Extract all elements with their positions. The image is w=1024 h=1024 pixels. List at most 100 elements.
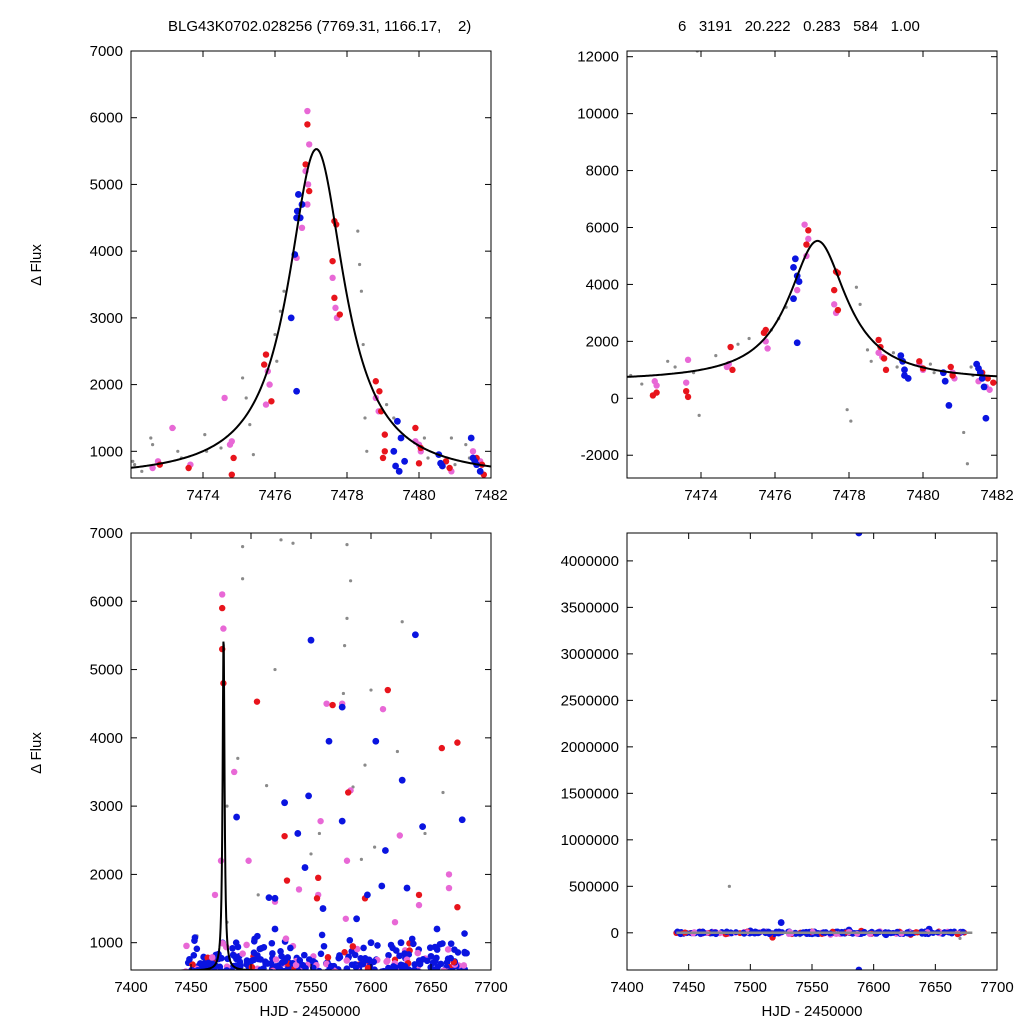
- data-point-red: [281, 832, 288, 840]
- y-tick-label: 0: [611, 925, 619, 942]
- data-point-blue: [232, 939, 240, 946]
- x-tick-label: 7700: [980, 979, 1013, 996]
- data-point-pink: [683, 379, 690, 386]
- data-point-red: [341, 949, 348, 956]
- x-tick-label: 7650: [414, 979, 447, 996]
- points-top-right: [629, 51, 997, 466]
- data-point-blue: [204, 959, 212, 967]
- data-point-red: [947, 363, 954, 371]
- data-point-blue: [223, 968, 230, 970]
- data-point-blue: [791, 255, 799, 263]
- data-point-pink: [219, 939, 226, 947]
- data-point-blue: [346, 936, 354, 944]
- data-point-blue: [374, 942, 381, 949]
- data-point-grey: [140, 469, 144, 473]
- data-point-grey: [895, 365, 899, 369]
- data-point-pink: [317, 817, 324, 825]
- data-point-blue: [193, 945, 201, 953]
- x-tick-label: 7400: [114, 979, 147, 996]
- data-point-blue: [229, 945, 236, 952]
- y-tick-label: 2000: [586, 333, 619, 350]
- y-tick-label: 2500000: [561, 692, 619, 709]
- data-point-blue: [278, 952, 285, 960]
- x-tick-label: 7474: [684, 487, 717, 504]
- y-tick-label: 2000: [90, 866, 123, 883]
- data-point-blue: [790, 295, 797, 303]
- data-point-blue: [360, 944, 367, 952]
- data-point-blue: [427, 952, 435, 960]
- data-point-red: [219, 604, 226, 612]
- y-tick-label: 4000000: [561, 553, 619, 570]
- data-point-blue: [301, 951, 308, 959]
- data-point-blue: [795, 278, 803, 285]
- x-tick-label: 7482: [474, 487, 507, 504]
- x-tick-label: 7600: [857, 979, 890, 996]
- data-point-grey: [865, 348, 870, 352]
- data-point-blue: [855, 533, 863, 537]
- x-tick-label: 7550: [795, 979, 828, 996]
- y-tick-label: 1000000: [561, 832, 619, 849]
- data-point-blue: [980, 383, 988, 391]
- data-point-grey: [965, 462, 970, 466]
- data-point-pink: [266, 381, 273, 388]
- data-point-blue: [265, 894, 273, 902]
- data-point-blue: [363, 956, 371, 964]
- data-point-blue: [904, 374, 912, 382]
- data-point-red: [262, 351, 270, 358]
- data-point-grey: [149, 436, 153, 440]
- data-point-grey: [969, 365, 973, 369]
- data-point-blue: [389, 966, 396, 970]
- data-point-red: [324, 954, 332, 961]
- data-point-grey: [365, 449, 369, 453]
- data-point-pink: [794, 286, 801, 294]
- data-point-blue: [458, 816, 466, 824]
- panel-bottom-right: 7400 7450 7500 7550 7600 7650 7700 0 500000 10000…: [561, 532, 1014, 996]
- x-tick-label: 7550: [294, 979, 327, 996]
- dense-band: [673, 928, 973, 938]
- data-point-grey: [241, 545, 245, 549]
- x-tick-label: 7400: [610, 979, 643, 996]
- y-tick-label: 6000: [586, 219, 619, 236]
- data-point-blue: [436, 940, 444, 948]
- data-point-blue: [281, 799, 288, 807]
- data-point-blue: [392, 947, 400, 954]
- data-point-pink: [226, 441, 234, 448]
- plot-frame: [626, 50, 998, 479]
- data-point-red: [882, 366, 890, 374]
- data-point-blue: [310, 964, 317, 970]
- data-point-grey: [244, 396, 248, 400]
- x-tick-label: 7476: [258, 487, 291, 504]
- data-point-red: [438, 744, 445, 752]
- data-point-blue: [941, 377, 949, 385]
- data-point-blue: [353, 915, 360, 923]
- data-point-blue: [411, 967, 419, 970]
- y-tick-label: 3500000: [561, 599, 619, 616]
- x-tick-label: 7500: [234, 979, 267, 996]
- data-point-grey: [640, 382, 644, 386]
- data-point-blue: [897, 352, 905, 359]
- data-point-pink: [220, 625, 227, 632]
- model-curve: [627, 239, 997, 378]
- data-point-blue: [412, 631, 419, 639]
- data-point-blue: [456, 968, 462, 970]
- data-point-grey: [854, 285, 859, 289]
- data-point-blue: [268, 939, 276, 947]
- data-point-pink: [211, 891, 219, 899]
- x-tick-label: 7450: [174, 979, 207, 996]
- data-point-red: [831, 286, 838, 294]
- data-point-blue: [426, 944, 434, 952]
- ylabel-top-left: Δ Flux: [28, 244, 45, 286]
- data-point-pink: [298, 224, 306, 231]
- data-point-red: [454, 739, 461, 746]
- data-point-blue: [396, 952, 403, 960]
- data-point-red: [261, 361, 268, 368]
- data-point-pink: [831, 301, 838, 308]
- data-point-grey: [869, 359, 873, 363]
- plot-frame: [626, 532, 998, 971]
- data-point-red: [729, 366, 736, 374]
- data-point-grey: [282, 289, 286, 293]
- data-point-pink: [460, 962, 468, 969]
- data-point-grey: [236, 756, 240, 760]
- data-point-red: [283, 877, 291, 884]
- data-point-red: [304, 121, 311, 128]
